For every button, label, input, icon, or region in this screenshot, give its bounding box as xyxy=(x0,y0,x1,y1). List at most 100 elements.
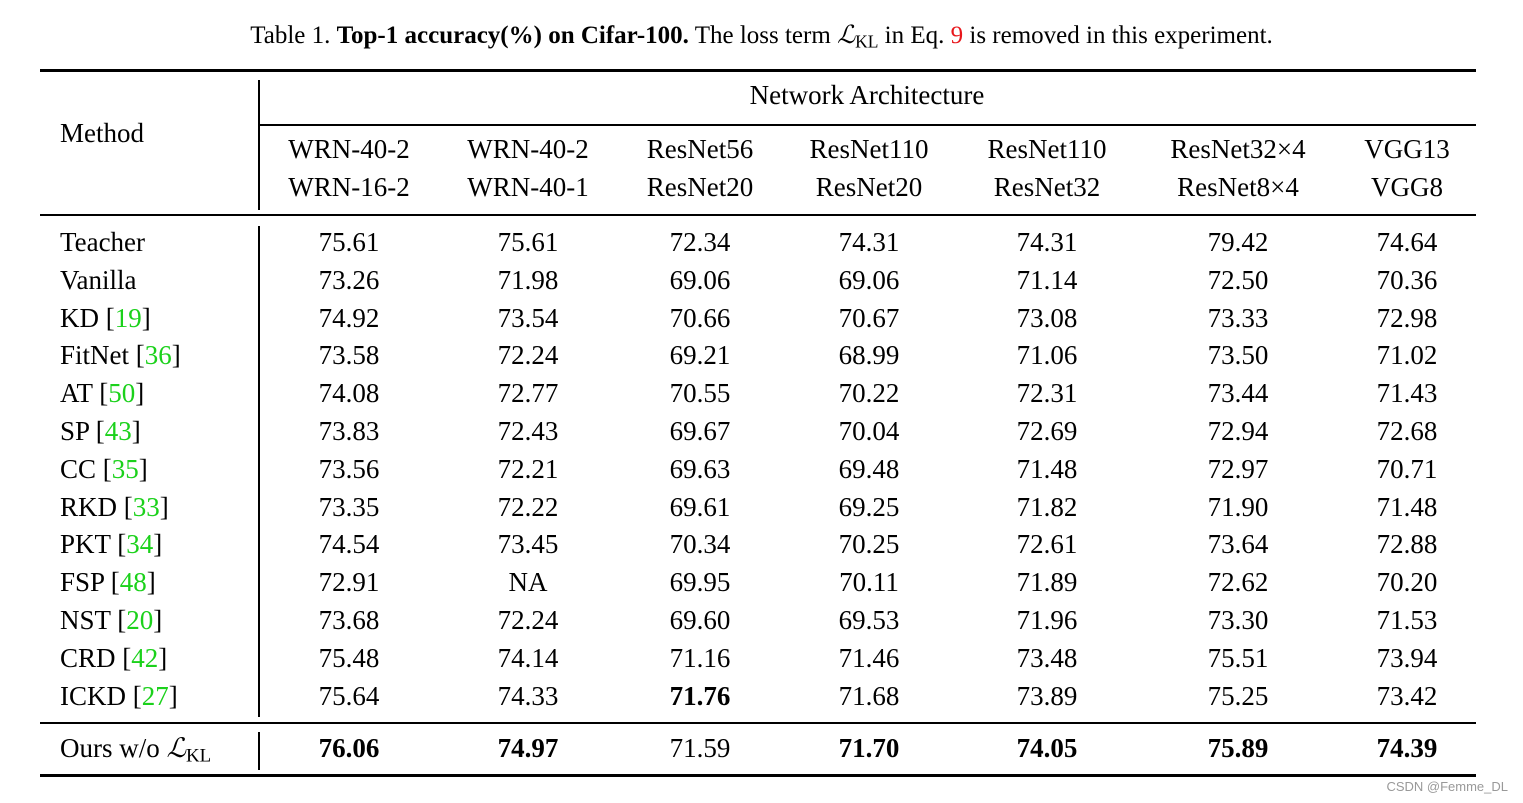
method-label: CRD xyxy=(60,642,116,673)
table-cell: 74.14 xyxy=(497,642,559,673)
citation-link[interactable]: 20 xyxy=(126,605,154,635)
method-name: NST [20] xyxy=(60,605,163,635)
table-cell: 73.42 xyxy=(1376,680,1438,711)
table-cell: 74.08 xyxy=(318,378,380,409)
table-cell: 75.61 xyxy=(318,227,380,257)
column-header-teacher: VGG13 xyxy=(1364,134,1450,164)
table-cell: 69.67 xyxy=(669,416,731,446)
table-cell: 70.22 xyxy=(838,378,900,409)
table-cell: 73.45 xyxy=(497,529,559,560)
loss-symbol: ℒ xyxy=(837,22,856,49)
table-cell: 70.66 xyxy=(669,302,731,333)
loss-symbol: ℒ xyxy=(166,733,186,763)
table-cell: 74.31 xyxy=(1016,227,1078,257)
table-cell: 74.54 xyxy=(318,529,380,560)
table-cell: 72.22 xyxy=(497,491,559,522)
table-cell: 75.48 xyxy=(318,642,380,673)
table-cell-ours: 71.59 xyxy=(669,733,731,763)
table-cell: 69.21 xyxy=(669,340,731,371)
table-cell: 69.48 xyxy=(838,453,900,484)
column-header-student: ResNet20 xyxy=(815,172,923,202)
table-cell: 72.61 xyxy=(1016,529,1078,560)
method-name: CC [35] xyxy=(60,453,148,484)
method-name: CRD [42] xyxy=(60,642,168,673)
mid-rule xyxy=(40,214,1476,216)
loss-subscript: KL xyxy=(855,31,879,52)
table-cell: 72.24 xyxy=(497,605,559,635)
table-cell: 69.25 xyxy=(838,491,900,522)
caption-title: Top-1 accuracy(%) on Cifar-100. xyxy=(336,22,689,49)
caption-text: The loss term xyxy=(688,22,838,49)
table-cell: 70.55 xyxy=(669,378,731,409)
table-cell-ours: 74.39 xyxy=(1376,733,1438,763)
method-name: PKT [34] xyxy=(60,529,163,560)
column-header-student: WRN-40-1 xyxy=(467,172,589,202)
citation-link[interactable]: 27 xyxy=(141,680,169,711)
table-cell: 71.82 xyxy=(1016,491,1078,522)
table-cell: 73.68 xyxy=(318,605,380,635)
bottom-rule xyxy=(40,774,1476,777)
citation-link[interactable]: 35 xyxy=(111,453,139,484)
column-header-teacher: ResNet110 xyxy=(987,134,1107,164)
table-cell: 68.99 xyxy=(838,340,900,371)
column-divider xyxy=(258,732,260,770)
caption-label: Table 1. xyxy=(250,22,337,49)
citation-link[interactable]: 48 xyxy=(119,567,147,598)
method-label: SP xyxy=(60,416,90,446)
citation-link[interactable]: 33 xyxy=(132,491,160,522)
citation-link[interactable]: 43 xyxy=(104,416,132,446)
method-name: Teacher xyxy=(60,225,145,259)
table-cell: 75.51 xyxy=(1207,642,1269,673)
column-header-student: WRN-16-2 xyxy=(288,172,410,202)
table-cell: 69.53 xyxy=(838,605,900,635)
method-name: FSP [48] xyxy=(60,567,156,598)
table-cell: 75.61 xyxy=(497,227,559,257)
caption-text: in Eq. xyxy=(878,22,951,49)
table-cell: 73.35 xyxy=(318,491,380,522)
method-label: CC xyxy=(60,453,97,484)
equation-link[interactable]: 9 xyxy=(950,22,964,49)
table-cell: 71.98 xyxy=(497,264,559,295)
method-name: FitNet [36] xyxy=(60,340,181,371)
table-caption: Table 1. Top-1 accuracy(%) on Cifar-100.… xyxy=(0,20,1523,52)
ours-rule xyxy=(40,722,1476,724)
citation-link[interactable]: 34 xyxy=(126,529,154,560)
table-cell: 73.30 xyxy=(1207,605,1269,635)
table-cell: 73.89 xyxy=(1016,680,1078,711)
table-cell: 73.33 xyxy=(1207,302,1269,333)
method-name: SP [43] xyxy=(60,416,141,446)
table-cell: 75.25 xyxy=(1207,680,1269,711)
method-label: FitNet xyxy=(60,340,130,371)
method-label: NST xyxy=(60,605,111,635)
citation-link[interactable]: 42 xyxy=(131,642,159,673)
table-cell: 73.58 xyxy=(318,340,380,371)
method-label: Teacher xyxy=(60,227,146,257)
table-cell: 73.64 xyxy=(1207,529,1269,560)
table-cell: 74.64 xyxy=(1376,227,1438,257)
table-cell: 69.60 xyxy=(669,605,731,635)
table-cell: 70.20 xyxy=(1376,567,1438,598)
table-cell: 71.02 xyxy=(1376,340,1438,371)
table-cell: 72.68 xyxy=(1376,416,1438,446)
table-cell: 72.88 xyxy=(1376,529,1438,560)
column-header-teacher: ResNet32×4 xyxy=(1170,134,1306,164)
citation-link[interactable]: 50 xyxy=(108,378,136,409)
table-cell: 69.06 xyxy=(669,264,731,295)
citation-link[interactable]: 36 xyxy=(144,340,172,371)
header-rule xyxy=(259,124,1476,126)
table-cell: 75.64 xyxy=(318,680,380,711)
column-header-student: ResNet8×4 xyxy=(1177,172,1299,202)
table-cell: 73.08 xyxy=(1016,302,1078,333)
table-cell: 71.46 xyxy=(838,642,900,673)
table-cell: 72.21 xyxy=(497,453,559,484)
table-cell: 72.34 xyxy=(669,227,731,257)
table-cell: 72.50 xyxy=(1207,264,1269,295)
table-cell: 71.89 xyxy=(1016,567,1078,598)
citation-link[interactable]: 19 xyxy=(114,302,142,333)
column-header-teacher: ResNet110 xyxy=(809,134,929,164)
table-cell: 72.91 xyxy=(318,567,380,598)
table-cell: 73.26 xyxy=(318,264,380,295)
table-cell: 72.77 xyxy=(497,378,559,409)
table-cell: 70.04 xyxy=(838,416,900,446)
method-label: RKD xyxy=(60,491,118,522)
